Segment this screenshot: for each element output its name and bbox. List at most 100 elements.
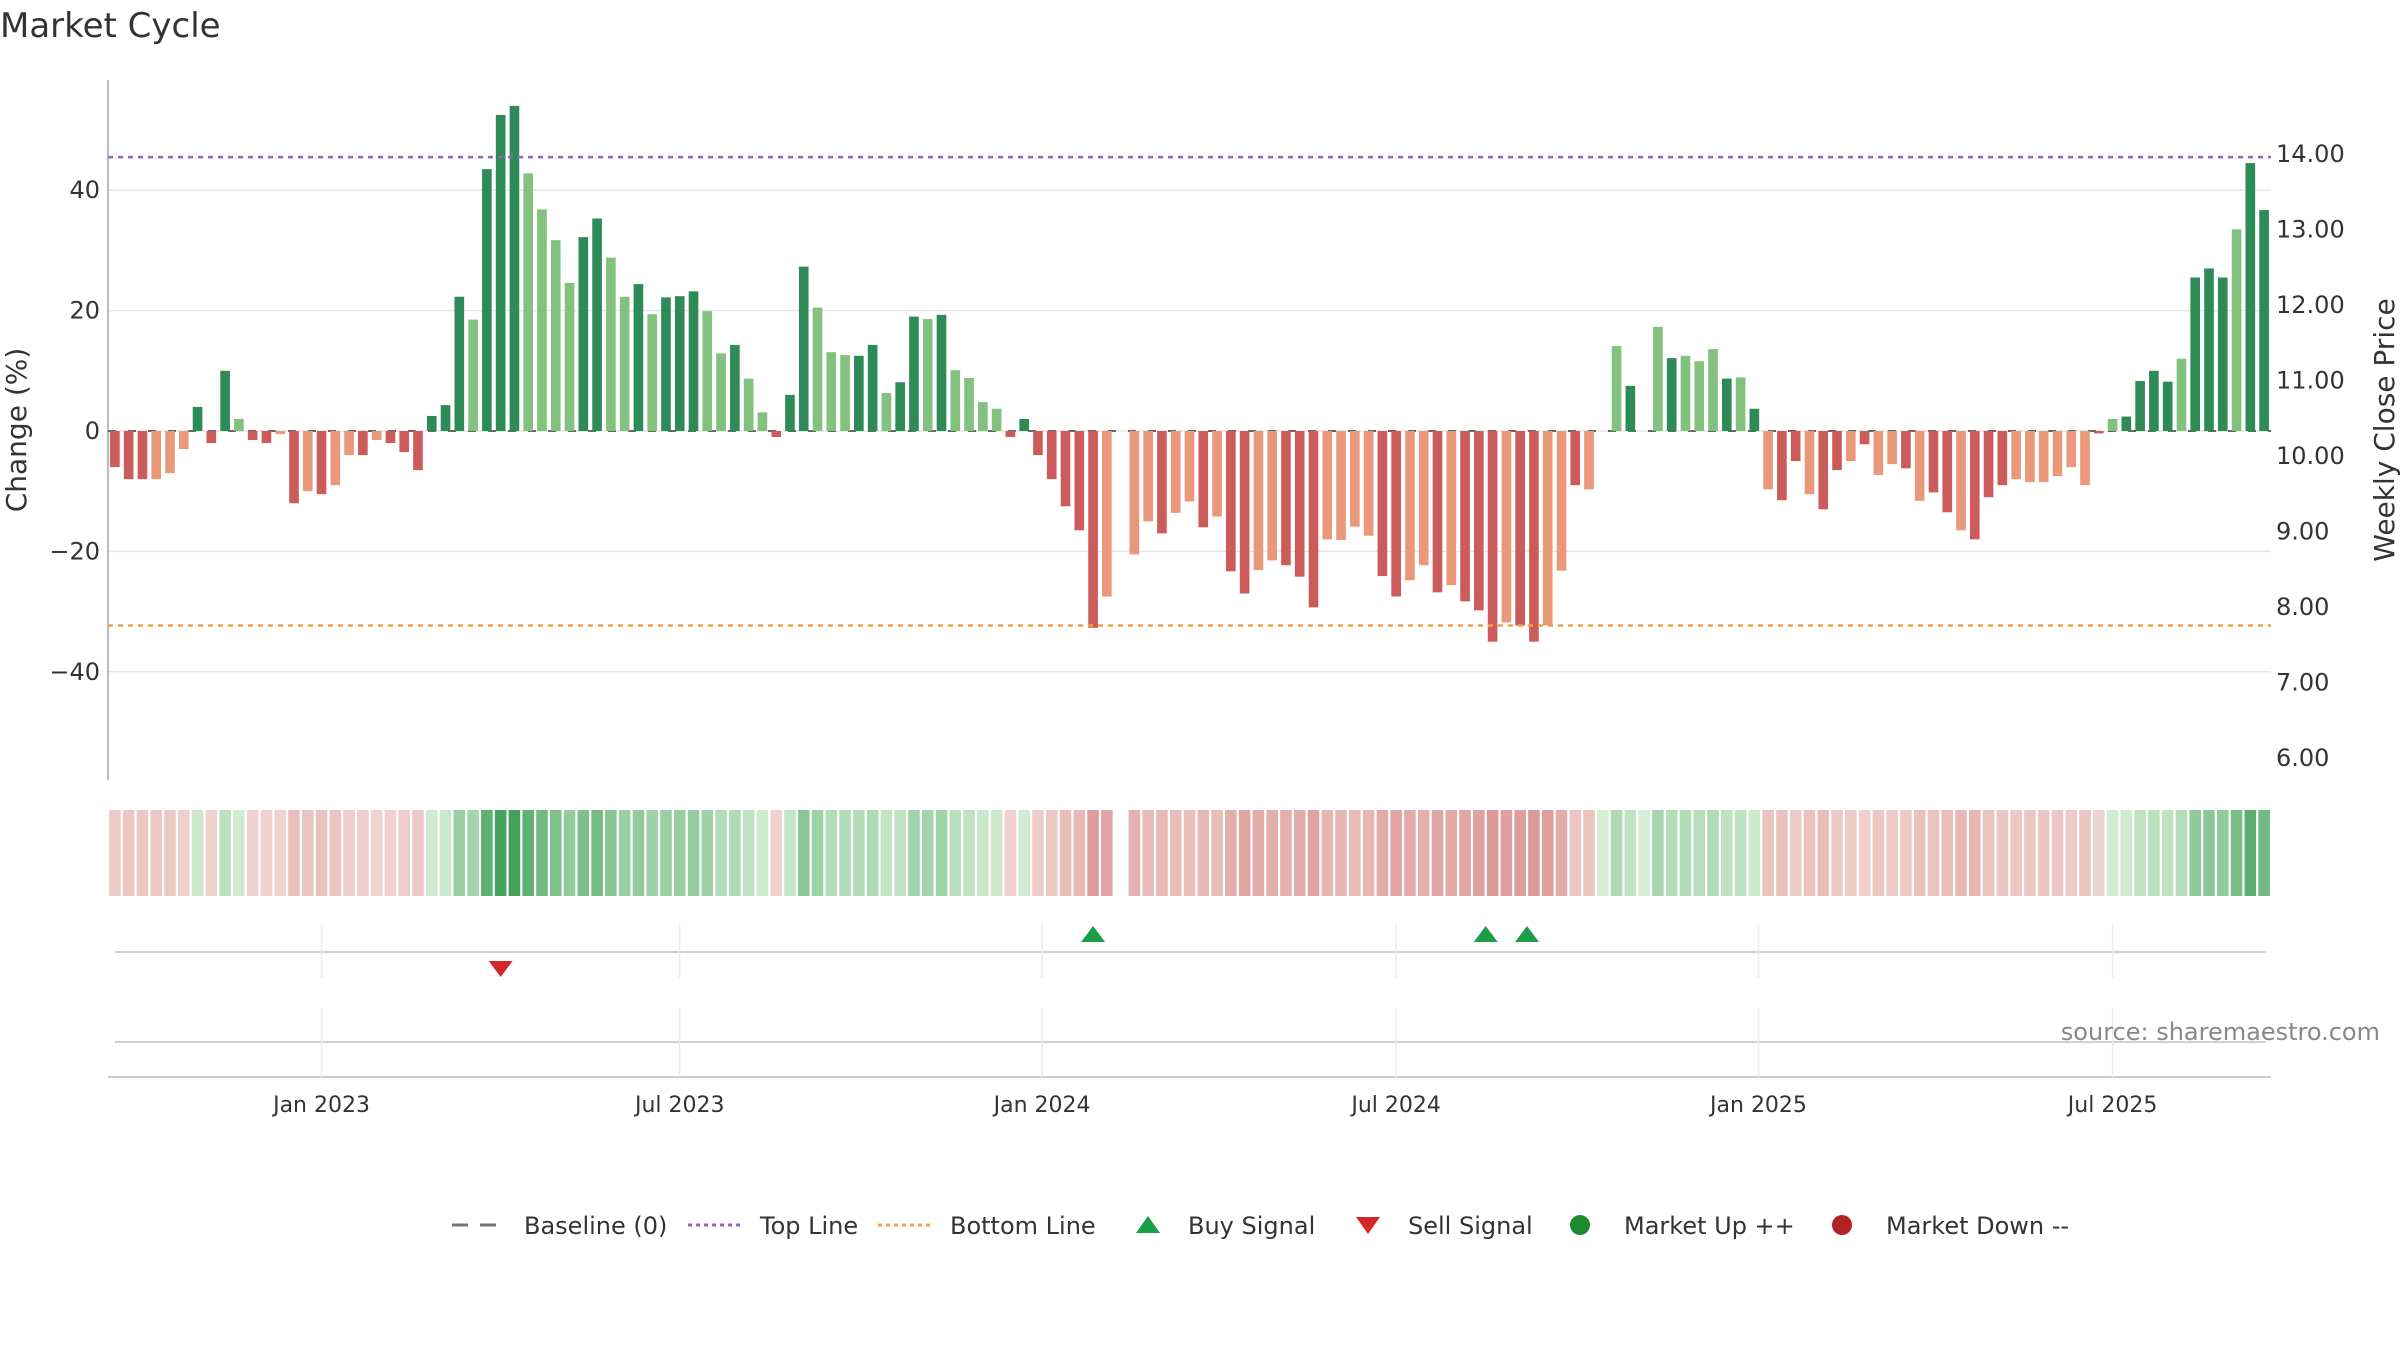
change-bar: [1281, 431, 1291, 566]
heat-strip-cell: [1638, 810, 1650, 896]
heat-strip-cell: [605, 810, 617, 896]
heat-strip-cell: [1238, 810, 1251, 896]
heat-strip-cell: [1252, 810, 1265, 896]
heat-strip-cell: [1225, 810, 1237, 896]
heat-strip-cell: [1169, 810, 1182, 896]
y2-axis-label: Weekly Close Price: [2368, 298, 2400, 561]
change-bar: [234, 418, 244, 431]
change-bar: [688, 291, 699, 431]
change-bar: [399, 431, 410, 453]
heat-strip-cell: [481, 810, 493, 896]
change-bar: [2107, 418, 2118, 431]
legend-label: Buy Signal: [1188, 1212, 1315, 1240]
change-bar: [950, 370, 961, 431]
change-bar: [1694, 361, 1705, 431]
heat-strip-cell: [646, 810, 658, 896]
change-bar: [1391, 431, 1401, 597]
change-bar: [1666, 358, 1677, 431]
change-bar: [371, 431, 382, 441]
change-bar: [550, 240, 561, 431]
change-bar: [110, 431, 120, 468]
heat-strip-cell: [1266, 810, 1278, 896]
heat-strip-cell: [1431, 810, 1444, 896]
change-bar: [1556, 431, 1567, 571]
heat-strip-cell: [1018, 810, 1030, 896]
heat-strip-cell: [591, 810, 603, 896]
heat-strip-cell: [687, 810, 700, 896]
heat-strip-cell: [2051, 810, 2064, 896]
change-bar: [1721, 378, 1732, 431]
change-bar: [261, 431, 272, 444]
x-tick-label: Jan 2023: [271, 1093, 370, 1118]
heat-strip-cell: [1073, 810, 1086, 896]
change-bar: [1983, 431, 1994, 498]
change-bar: [1405, 431, 1415, 581]
change-bar: [1198, 431, 1209, 528]
change-bar: [2011, 431, 2021, 480]
legend-label: Top Line: [759, 1212, 858, 1240]
change-bar: [1005, 431, 1016, 438]
heat-strip-cell: [2010, 810, 2022, 896]
buy-signal-marker: [1473, 926, 1498, 942]
change-bar: [564, 282, 575, 431]
change-bar: [1529, 431, 1539, 642]
heat-strip-cell: [1955, 810, 1967, 896]
heat-strip-cell: [288, 810, 300, 896]
heat-strip-cell: [1528, 810, 1540, 896]
heat-strip-cell: [398, 810, 410, 896]
change-bar: [1074, 431, 1085, 531]
change-bar: [1969, 431, 1980, 540]
legend-label: Bottom Line: [950, 1212, 1096, 1240]
change-bar: [1184, 431, 1195, 502]
change-bar: [1226, 431, 1236, 572]
change-bar: [730, 344, 740, 431]
heat-strip-cell: [522, 810, 534, 896]
heat-strip-cell: [1087, 810, 1099, 896]
heat-strip-cell: [1128, 810, 1141, 896]
change-bar: [2052, 431, 2063, 477]
change-bar: [1267, 431, 1277, 561]
heat-strip-cell: [660, 810, 672, 896]
heat-strip-cell: [1376, 810, 1389, 896]
heat-strip-cell: [1610, 810, 1623, 896]
change-bar: [1956, 431, 1966, 531]
heat-strip-cell: [136, 810, 149, 896]
heat-strip-cell: [770, 810, 782, 896]
change-bar: [592, 218, 602, 431]
change-bar: [771, 431, 782, 438]
change-bar: [2135, 381, 2145, 431]
change-bar: [1790, 431, 1801, 462]
heat-strip-cell: [260, 810, 273, 896]
heat-strip-cell: [1156, 810, 1168, 896]
heat-strip-cell: [233, 810, 245, 896]
change-bar: [289, 431, 299, 504]
change-bar: [178, 431, 189, 450]
change-bar: [2080, 431, 2090, 486]
change-bar: [1487, 431, 1498, 642]
change-bar: [1102, 431, 1112, 597]
change-bar: [206, 431, 217, 444]
change-bar: [2190, 277, 2201, 431]
change-bar: [1653, 326, 1663, 431]
change-bar: [2176, 358, 2187, 431]
change-bar: [1253, 431, 1264, 571]
change-bar: [509, 105, 520, 432]
change-bar: [812, 307, 823, 431]
legend-dot-icon: [1570, 1215, 1590, 1235]
y-tick-label: 20: [69, 297, 100, 325]
heat-strip-cell: [2175, 810, 2188, 896]
heat-strip-cell: [2079, 810, 2091, 896]
heat-strip-cell: [701, 810, 714, 896]
heat-strip-cell: [205, 810, 218, 896]
change-bar: [978, 402, 988, 431]
change-bar: [1060, 431, 1071, 507]
change-bar: [1584, 431, 1594, 490]
y2-tick-label: 10.00: [2276, 442, 2345, 470]
change-bar: [2066, 431, 2077, 468]
change-bar: [1542, 431, 1553, 626]
change-bar: [702, 311, 713, 431]
heat-strip-cell: [894, 810, 906, 896]
change-bar: [1239, 431, 1250, 594]
change-bar: [2025, 431, 2035, 483]
